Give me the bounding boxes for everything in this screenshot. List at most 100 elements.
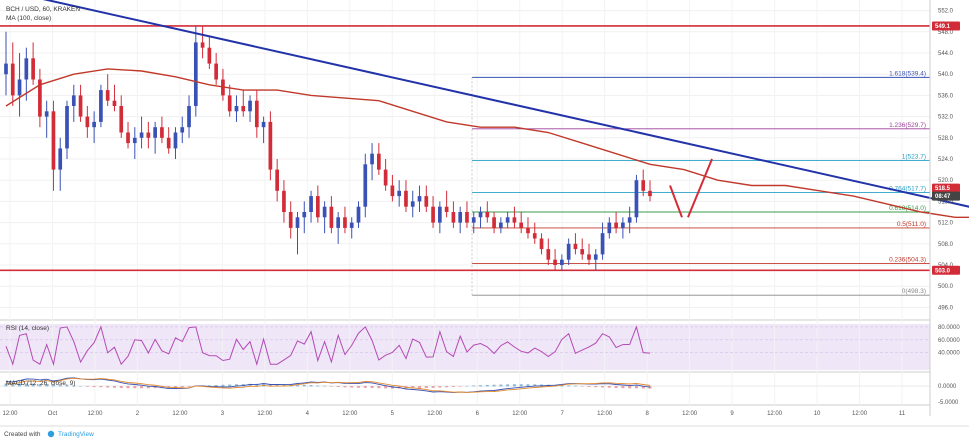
- fib-level-label: 0(498.3): [902, 288, 926, 295]
- candle-body: [587, 254, 591, 260]
- macd-histogram-bar: [58, 385, 62, 387]
- macd-histogram-bar: [207, 385, 211, 387]
- fib-level-label: 1(523.7): [902, 154, 926, 161]
- macd-histogram-bar: [567, 385, 571, 387]
- macd-histogram-bar: [153, 386, 157, 389]
- time-tick-label: 5: [391, 411, 395, 417]
- macd-histogram-bar: [519, 384, 523, 387]
- candle-body: [65, 106, 69, 149]
- candle-body: [214, 63, 218, 80]
- macd-histogram-bar: [38, 384, 42, 387]
- price-tick-label: 512.0: [938, 221, 954, 227]
- candle-body: [254, 100, 259, 128]
- macd-label: MACD (12, 26, close, 9): [6, 380, 75, 387]
- fib-level-label: 1.236(529.7): [889, 122, 926, 129]
- candle-body: [31, 58, 35, 80]
- price-tick-label: 532.0: [938, 115, 954, 121]
- candle-body: [99, 90, 103, 122]
- candle-body: [187, 106, 191, 128]
- macd-histogram-bar: [234, 384, 238, 387]
- candle-body: [146, 132, 151, 138]
- macd-histogram-bar: [492, 384, 496, 387]
- candle-body: [519, 222, 524, 228]
- macd-histogram-bar: [377, 386, 381, 389]
- ma-legend: MA (100, close): [6, 15, 51, 22]
- support-resistance-lines: [0, 25, 930, 272]
- candle-body: [309, 196, 313, 212]
- rsi-tick-label: 40.0000: [938, 351, 960, 357]
- time-tick-label: 12:00: [87, 411, 103, 417]
- macd-histogram-bar: [173, 386, 177, 388]
- candle-body: [553, 259, 557, 265]
- rsi-tick-label: 80.0000: [938, 325, 960, 331]
- candle-body: [566, 243, 571, 260]
- macd-histogram-bar: [187, 386, 191, 387]
- macd-histogram-bar: [45, 384, 49, 387]
- macd-histogram-bar: [533, 384, 537, 387]
- candle-body: [227, 95, 232, 112]
- macd-histogram-bar: [295, 384, 299, 387]
- time-tick-label: 6: [476, 411, 480, 417]
- price-tag-label: 549.1: [935, 24, 951, 30]
- macd-histogram-bar: [472, 385, 476, 387]
- candle-body: [38, 79, 42, 117]
- macd-histogram-bar: [621, 386, 625, 389]
- candle-body: [410, 201, 415, 207]
- macd-histogram-bar: [79, 385, 83, 387]
- price-tag: [932, 183, 960, 193]
- candle-body: [153, 127, 157, 138]
- candle-body: [648, 190, 652, 197]
- price-tick-label: 544.0: [938, 51, 954, 57]
- projection-up: [687, 158, 713, 218]
- candle-body: [119, 106, 124, 133]
- time-axis: 12:00 Oct 12:00 2 12:00 3 12:00 4 12:00 5 12:00 6 12…: [2, 411, 905, 417]
- candle-body: [621, 222, 625, 228]
- time-tick-label: 3: [221, 411, 225, 417]
- candle-body: [268, 121, 273, 170]
- candle-body: [275, 169, 280, 191]
- candle-body: [438, 206, 442, 223]
- macd-histogram-bar: [248, 383, 252, 387]
- macd-histogram-bar: [126, 386, 130, 389]
- macd-histogram-bar: [370, 386, 374, 389]
- candle-body: [10, 63, 15, 96]
- candle-body: [166, 137, 171, 149]
- candle-body: [282, 190, 286, 212]
- macd-histogram-bar: [133, 386, 137, 389]
- candle-body: [363, 164, 368, 207]
- candle-body: [295, 217, 300, 228]
- macd-histogram-bar: [438, 386, 442, 388]
- candle-body: [180, 127, 185, 133]
- macd-histogram-bar: [445, 386, 449, 388]
- macd-histogram-bar: [323, 385, 327, 387]
- macd-histogram-bar: [424, 386, 428, 389]
- macd-histogram-bar: [309, 385, 313, 387]
- macd-histogram-bar: [384, 386, 388, 389]
- time-tick-label: 7: [561, 411, 565, 417]
- macd-histogram-bar: [431, 386, 435, 388]
- macd-histogram-bar: [255, 383, 259, 387]
- candle-body: [593, 254, 598, 260]
- rsi-line: [5, 325, 651, 367]
- time-tick-label: 12:00: [767, 411, 783, 417]
- macd-histogram-bar: [526, 384, 530, 387]
- macd-histogram-bar: [160, 386, 164, 389]
- macd-histogram-bar: [607, 386, 611, 388]
- macd-histogram-bar: [316, 385, 320, 387]
- macd-histogram-bar: [140, 386, 144, 389]
- macd-pane: 0.0000 -5.0000: [0, 377, 959, 406]
- candle-body: [417, 196, 422, 202]
- candle-body: [560, 259, 564, 265]
- price-tags: 549.1 518.5 08:47 503.0: [932, 21, 960, 275]
- price-tick-label: 516.0: [938, 199, 954, 205]
- time-tick-label: 12:00: [257, 411, 273, 417]
- tradingview-logo[interactable]: TradingView: [47, 430, 94, 438]
- grid: [0, 0, 930, 406]
- candle-body: [139, 132, 144, 138]
- candle-body: [383, 169, 388, 186]
- candle-body: [376, 153, 381, 170]
- price-tick-label: 548.0: [938, 30, 954, 36]
- macd-histogram-bar: [268, 383, 272, 387]
